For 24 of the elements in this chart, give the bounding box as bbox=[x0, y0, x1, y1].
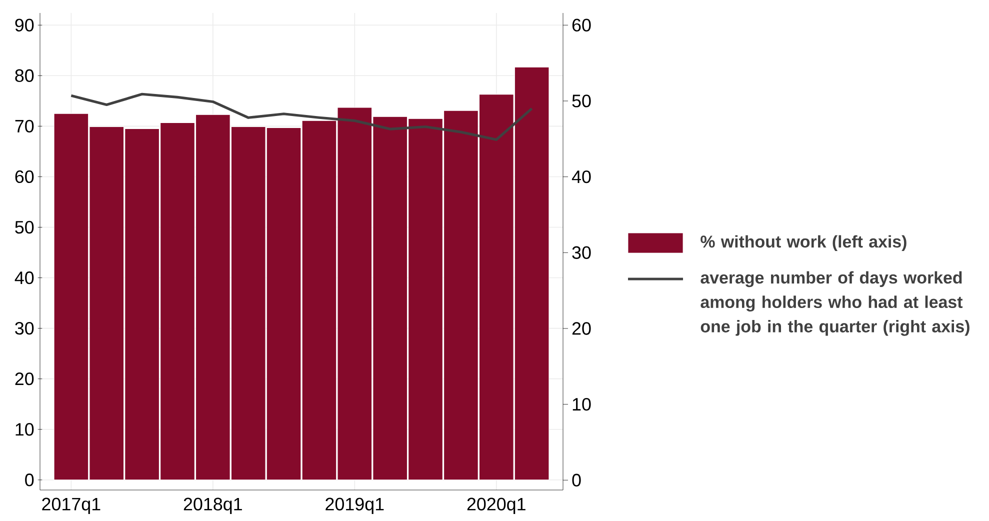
y2-tick-label: 10 bbox=[572, 398, 591, 411]
y-tick-label: 40 bbox=[14, 271, 34, 284]
y-tick-label: 80 bbox=[15, 69, 34, 82]
x-tick-label: 2017q1 bbox=[42, 498, 100, 514]
y2-tick-label: 20 bbox=[572, 322, 591, 335]
y-tick-label: 60 bbox=[15, 170, 34, 184]
x-tick-label: 2018q1 bbox=[184, 498, 242, 514]
y2-tick-label: 50 bbox=[572, 94, 591, 108]
y-tick-label: 20 bbox=[15, 372, 34, 386]
y-tick-label: 90 bbox=[15, 18, 34, 32]
y-tick-label: 30 bbox=[15, 322, 34, 335]
y2-tick-label: 60 bbox=[572, 18, 591, 32]
legend-label: % without work (left axis) bbox=[700, 235, 906, 251]
y2-tick-label: 0 bbox=[572, 474, 581, 486]
line-series bbox=[70, 92, 534, 141]
y-tick-label: 0 bbox=[25, 474, 34, 486]
x-tick-label: 2019q1 bbox=[326, 498, 384, 514]
y-tick-label: 50 bbox=[15, 220, 34, 234]
y2-tick-label: 40 bbox=[572, 170, 591, 184]
y-tick-label: 10 bbox=[16, 423, 34, 436]
legend-label: average number of days worked among holders who had at least one job in the quarter (right axis) bbox=[700, 271, 970, 336]
y-tick-label: 70 bbox=[15, 120, 34, 133]
x-tick-label: 2020q1 bbox=[467, 498, 526, 514]
y2-tick-label: 30 bbox=[572, 246, 591, 259]
